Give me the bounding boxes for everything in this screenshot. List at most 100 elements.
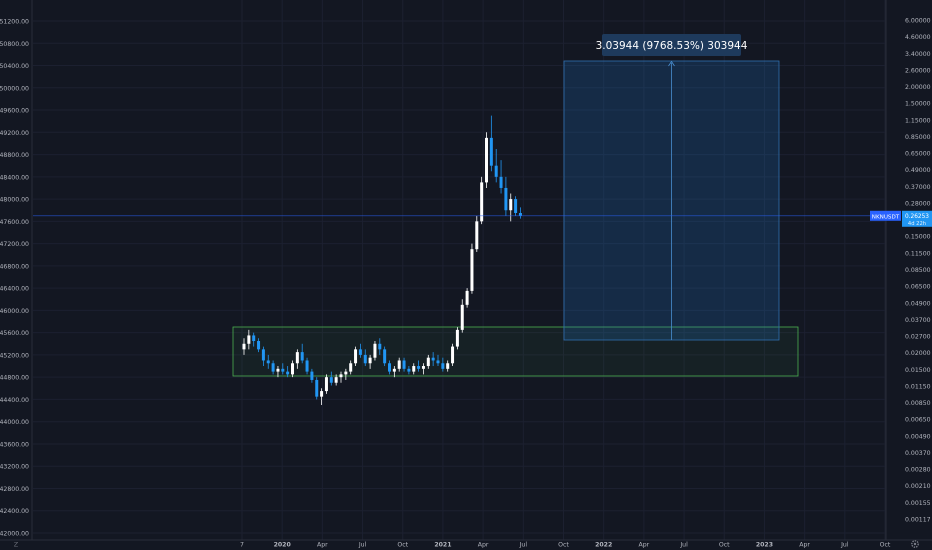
candle-body [324,377,328,392]
candle-body [276,368,280,372]
left-axis-tick-label: 48400.00 [0,174,29,181]
countdown-label: 4d 22h [908,221,926,227]
left-axis-tick-label: 48800.00 [0,152,29,159]
demand-zone-rect [232,326,799,377]
candle-body [242,343,246,350]
candle-body [339,374,343,378]
right-axis-tick-label: 0.03700 [905,317,931,324]
candle-body [252,335,256,341]
time-axis-tick-label: Jul [679,542,688,549]
candle-body [431,357,435,361]
candle-body [344,371,348,375]
candle-body [247,335,251,344]
right-axis-tick-label: 0.00155 [905,500,931,507]
candle-body [266,360,270,364]
candle-body [480,182,484,222]
right-axis-tick-label: 0.00370 [905,450,931,457]
right-axis-tick-label: 0.00850 [905,400,931,407]
right-axis-tick-label: 0.02700 [905,334,931,341]
candle-body [397,360,401,369]
right-axis-tick-label: 0.00117 [905,517,931,524]
candle-body [489,137,493,166]
candle-body [518,213,522,216]
left-axis-tick-label: 48000.00 [0,197,29,204]
measure-tool[interactable]: 3.03944 (9768.53%) 303944 [563,34,780,341]
left-axis-tick-label: 44000.00 [0,419,29,426]
time-axis-tick-label: Oct [397,542,408,549]
candle-body [441,363,445,369]
right-axis-tick-label: 0.08500 [905,267,931,274]
candle-body [373,343,377,358]
time-axis-tick-label: 2022 [595,542,612,549]
candle-body [402,360,406,369]
right-axis-tick-label: 0.49000 [905,167,931,174]
candle-body [315,379,319,397]
last-price-badge: 0.26253 [905,214,929,220]
candle-body [329,377,333,383]
left-axis-tick-label: 46800.00 [0,263,29,270]
candle-body [281,368,285,372]
right-axis-tick-label: 0.02000 [905,350,931,357]
candle-body [271,363,275,372]
candle-body [494,165,498,177]
right-axis-tick-label: 0.06500 [905,284,931,291]
candle-body [368,357,372,364]
time-axis-tick-label: Jul [840,542,849,549]
left-axis-tick-label: 47200.00 [0,241,29,248]
time-axis-tick-label: Apr [317,542,328,549]
candle-body [504,187,508,211]
time-axis-tick-label: 2020 [274,542,292,549]
measure-label: 3.03944 (9768.53%) 303944 [596,40,748,52]
candle-body [378,343,382,350]
right-axis-tick-label: 0.11500 [905,250,931,257]
candle-body [509,199,513,211]
candle-body [295,352,299,364]
candle-body [320,391,324,397]
left-axis-tick-label: 50000.00 [0,85,29,92]
candle-body [455,329,459,347]
candle-body [485,137,488,183]
right-price-axis[interactable]: 6.00000 4.60000 3.40000 2.60000 2.00000 1.500… [885,0,931,540]
right-axis-tick-label: 0.04900 [905,300,931,307]
candle-body [446,363,450,369]
left-axis-tick-label: 45200.00 [0,352,29,359]
symbol-badge: NKNUSDT [872,214,900,220]
left-axis-tick-label: 43200.00 [0,464,29,471]
right-axis-tick-label: 0.37000 [905,184,931,191]
left-price-axis[interactable]: 51200.00 50800.00 50400.00 50000.00 49600.00… [0,0,33,540]
candlestick-series [242,115,522,405]
candle-body [358,349,362,355]
time-axis-tick-label: 2023 [756,542,773,549]
candle-body [460,304,464,330]
right-axis-tick-label: 2.60000 [905,67,931,74]
time-axis-tick-label: Oct [719,542,730,549]
candle-body [334,377,338,383]
time-axis-tick-label: Apr [478,542,489,549]
left-axis-tick-label: 49200.00 [0,130,29,137]
gear-icon-teeth [911,540,919,548]
time-axis-tick-label: Oct [558,542,569,549]
measure-label-box [602,34,741,56]
right-axis-tick-label: 0.65000 [905,151,931,158]
candle-body [426,357,430,367]
right-axis-tick-label: 1.50000 [905,101,931,108]
left-axis-tick-label: 49600.00 [0,108,29,115]
last-price-badge-box [902,210,932,227]
candle-body [392,368,396,372]
candle-body [300,352,304,361]
candle-body [421,366,425,369]
chart-grid [33,0,886,540]
candle-body [475,221,479,250]
demand-zone [232,326,799,377]
right-axis-tick-label: 1.15000 [905,117,931,124]
left-axis-tick-label: 47600.00 [0,219,29,226]
candle-body [465,290,469,305]
left-axis-tick-label: 42400.00 [0,508,29,515]
left-axis-tick-label: 44800.00 [0,375,29,382]
candle-body [470,249,474,291]
time-axis[interactable]: 7 2020 Apr Jul Oct 2021 Apr Jul Oct 2022 Apr Jul Oct… [0,539,932,549]
symbol-badge-box [870,210,901,221]
gear-icon [911,540,919,548]
